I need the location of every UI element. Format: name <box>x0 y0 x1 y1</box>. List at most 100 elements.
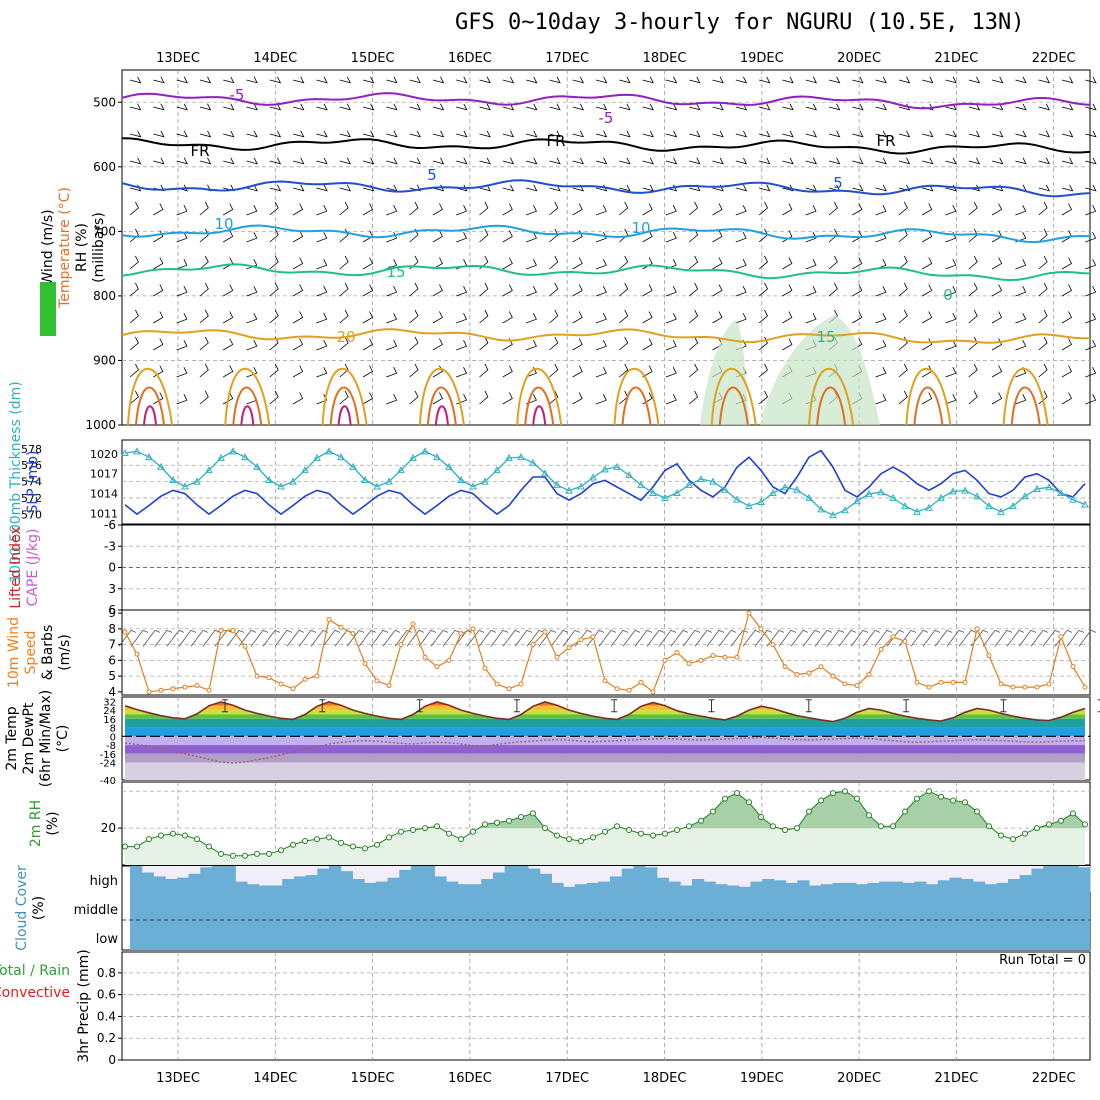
wind-barb <box>991 157 1004 165</box>
thickness-point <box>385 477 393 485</box>
wind-speed-point <box>998 681 1004 687</box>
wind-barb <box>805 103 818 111</box>
wind-barb <box>689 103 701 111</box>
wind-speed-point <box>626 687 632 693</box>
wind-barb <box>386 76 398 84</box>
wind-barb <box>1085 205 1097 216</box>
thickness-point <box>973 492 981 500</box>
wind-barb <box>754 629 773 647</box>
wind-barb <box>526 629 545 647</box>
rh-point <box>758 814 764 821</box>
wind-barb <box>642 203 653 216</box>
wind-barb <box>572 311 583 324</box>
cloud-high-bar <box>551 882 564 892</box>
cloud-high-bar <box>586 882 599 892</box>
wind-barb <box>828 130 841 138</box>
thickness-point <box>637 480 645 488</box>
wind-barb <box>619 336 629 351</box>
tick-label: 1017 <box>90 468 118 481</box>
thickness-point <box>229 447 237 455</box>
thickness-point <box>901 502 909 510</box>
tick-label: -40 <box>100 776 116 787</box>
wind-barb <box>222 230 234 243</box>
wind-barb <box>456 367 468 378</box>
rh-point <box>362 845 368 852</box>
wind-barb <box>292 392 304 405</box>
wind-barb <box>782 76 794 84</box>
rh-point <box>290 841 296 848</box>
panel-ylabel: (m/s) <box>57 634 73 671</box>
wind-barb <box>1038 255 1048 270</box>
cloud-high-bar <box>481 879 494 892</box>
wind-barb <box>991 76 1004 84</box>
wind-barb <box>549 157 561 165</box>
wind-speed-point <box>794 672 800 678</box>
panel-ylabel: 1000-500mb Thickness (dm) <box>8 381 24 582</box>
wind-speed-point <box>350 631 356 637</box>
wind-barb <box>246 76 258 84</box>
isotherm-20-loop <box>321 367 368 426</box>
isotherm-20-loop <box>808 367 855 426</box>
wind-barb <box>922 130 934 138</box>
wind-speed-point <box>986 653 992 659</box>
temp-band <box>125 762 1085 780</box>
rh-point <box>578 838 584 845</box>
wind-barb <box>246 184 258 192</box>
wind-barb <box>549 130 561 138</box>
minmax-marker <box>903 699 910 713</box>
wind-speed-point <box>266 675 272 681</box>
wind-barb <box>129 255 139 270</box>
wind-speed-point <box>278 681 284 687</box>
wind-barb <box>386 394 398 405</box>
wind-speed-point <box>482 665 488 671</box>
wind-barb <box>758 336 768 351</box>
tick-label: 574 <box>21 476 42 489</box>
wind-barb <box>782 230 793 243</box>
rh-point <box>794 825 800 832</box>
wind-barb <box>246 103 258 111</box>
wind-barb <box>456 184 468 192</box>
wind-barb <box>968 201 978 216</box>
wind-barb <box>782 184 794 192</box>
isotherm-25-loop <box>816 386 847 426</box>
thickness-point <box>625 471 633 479</box>
rh-point <box>530 810 536 817</box>
cloud-high-bar <box>1031 868 1044 892</box>
rh-point <box>770 823 776 830</box>
isotherm-label: 15 <box>816 328 835 346</box>
wind-barb <box>386 130 398 138</box>
wind-barb <box>153 130 165 138</box>
wind-barb <box>642 338 653 351</box>
thickness-point <box>301 466 309 474</box>
wind-barb <box>706 629 725 647</box>
rh-point <box>158 832 164 839</box>
wind-barb <box>921 257 933 270</box>
wind-barb <box>339 201 349 216</box>
wind-barb <box>712 257 723 270</box>
wind-barb <box>432 76 445 84</box>
wind-barb <box>742 629 761 647</box>
wind-barb <box>688 363 699 378</box>
isotherm-25-loop <box>621 386 652 426</box>
wind-barb <box>386 286 398 297</box>
minmax-marker <box>611 699 618 713</box>
wind-barb <box>898 130 911 138</box>
wind-barb <box>945 157 957 165</box>
temp-bands <box>125 701 1085 780</box>
thickness-point <box>361 475 369 483</box>
isotherm-20-loop <box>613 367 660 426</box>
cloud-high-bar <box>844 882 857 892</box>
wind-barb <box>898 336 908 351</box>
wind-barb <box>921 311 933 324</box>
cloud-high-bar <box>715 884 728 892</box>
thickness-point <box>169 475 177 483</box>
cloud-high-bar <box>574 884 588 892</box>
wind-barb <box>689 157 701 165</box>
date-label-top: 20DEC <box>837 51 881 66</box>
thickness-point <box>685 480 693 488</box>
cloud-high-bar <box>235 881 248 892</box>
rh-point <box>950 797 956 804</box>
thickness-point <box>277 482 285 490</box>
cloud-high-bar <box>305 875 318 892</box>
cloud-high-bar <box>165 879 178 892</box>
